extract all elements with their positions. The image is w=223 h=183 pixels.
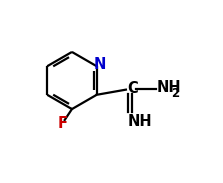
Text: 2: 2 (172, 87, 180, 100)
Text: F: F (58, 116, 68, 131)
Text: NH: NH (128, 114, 152, 129)
Text: C: C (127, 81, 138, 96)
Text: NH: NH (157, 80, 181, 95)
Text: N: N (93, 57, 105, 72)
